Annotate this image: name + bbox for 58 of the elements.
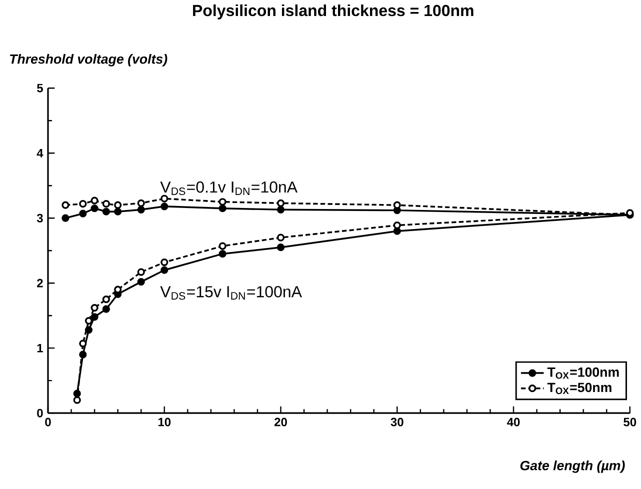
point (79, 350, 87, 358)
legend-label: T$_{OX}$=50nm (547, 382, 612, 394)
y-tick-label: 4 (36, 148, 44, 158)
point (102, 305, 110, 313)
point (160, 258, 168, 266)
point (90, 204, 98, 212)
x-axis-title: Gate length (µm) (520, 460, 625, 473)
point (218, 198, 226, 206)
legend-label: T$_{OX}$=100nm (547, 367, 619, 379)
point (79, 200, 87, 208)
point (137, 268, 145, 276)
x-tick-label: 30 (390, 418, 404, 426)
point (137, 206, 145, 214)
x-tick-label: 50 (624, 418, 636, 426)
point (73, 396, 81, 404)
annotation: V$_{DS}$=0.1v I$_{DN}$=10nA (160, 181, 298, 196)
point (393, 201, 401, 209)
point (90, 313, 98, 321)
point (160, 202, 168, 210)
point (79, 340, 87, 348)
point (160, 266, 168, 274)
point (102, 208, 110, 216)
x-tick-label: 40 (507, 418, 520, 426)
point (114, 208, 122, 216)
y-axis-title: Threshold voltage (volts) (10, 54, 168, 66)
point (276, 206, 285, 214)
point (62, 214, 70, 222)
point (90, 196, 98, 204)
y-tick-label: 0 (37, 408, 43, 418)
y-tick-label: 1 (37, 344, 43, 352)
y-tick-label: 2 (37, 278, 43, 288)
point (218, 242, 226, 250)
point (102, 200, 110, 208)
point (114, 201, 122, 209)
point (160, 194, 168, 202)
point (137, 199, 145, 207)
point (276, 199, 285, 207)
point (102, 296, 110, 304)
point (84, 316, 93, 325)
y-tick-label: 5 (36, 84, 43, 92)
x-tick-label: 0 (45, 418, 51, 426)
point (84, 326, 93, 334)
point (137, 278, 145, 286)
x-tick-label: 10 (158, 418, 171, 426)
point (62, 201, 70, 209)
point (90, 304, 98, 312)
point (276, 244, 285, 252)
point (218, 204, 226, 212)
point (276, 234, 285, 242)
point (393, 221, 401, 230)
annotation: V$_{DS}$=15v I$_{DN}$=100nA (160, 286, 302, 300)
point (79, 210, 87, 218)
point (218, 250, 226, 258)
point (393, 227, 401, 235)
point (73, 390, 81, 398)
x-tick-label: 20 (274, 418, 287, 426)
chart-title: Polysilicon island thickness = 100nm (193, 4, 474, 20)
y-tick-label: 3 (36, 214, 43, 222)
